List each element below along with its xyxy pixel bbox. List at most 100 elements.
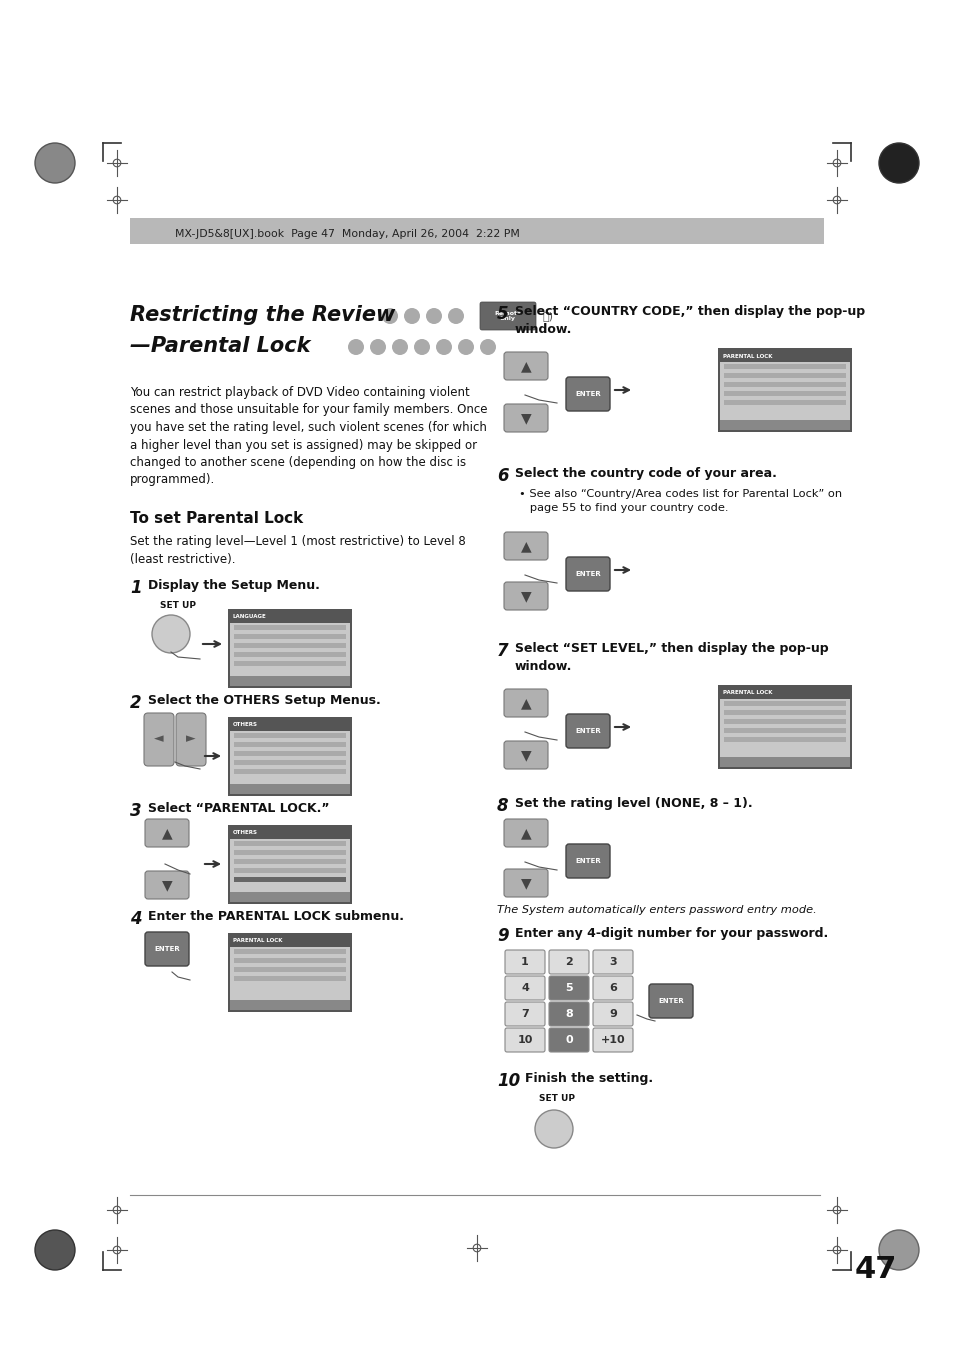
Text: PARENTAL LOCK: PARENTAL LOCK — [722, 354, 772, 358]
Text: ENTER: ENTER — [575, 858, 600, 865]
Text: • See also “Country/Area codes list for Parental Lock” on
   page 55 to find you: • See also “Country/Area codes list for … — [518, 489, 841, 512]
Text: Select the OTHERS Setup Menus.: Select the OTHERS Setup Menus. — [148, 694, 380, 707]
Bar — [230, 827, 350, 839]
FancyBboxPatch shape — [503, 740, 547, 769]
Bar — [720, 420, 849, 430]
Text: PARENTAL LOCK: PARENTAL LOCK — [233, 939, 282, 943]
Text: ▼: ▼ — [520, 589, 531, 603]
Bar — [228, 825, 352, 904]
Text: ▲: ▲ — [161, 825, 172, 840]
Text: Enter the PARENTAL LOCK submenu.: Enter the PARENTAL LOCK submenu. — [148, 911, 403, 923]
FancyBboxPatch shape — [503, 353, 547, 380]
Circle shape — [878, 143, 918, 182]
Bar — [233, 850, 346, 855]
Text: 9: 9 — [608, 1009, 617, 1019]
Bar — [233, 975, 346, 981]
Text: 0: 0 — [564, 1035, 572, 1046]
Bar — [718, 685, 851, 769]
Bar — [723, 382, 845, 386]
Text: Set the rating level—Level 1 (most restrictive) to Level 8
(least restrictive).: Set the rating level—Level 1 (most restr… — [130, 535, 465, 566]
Bar — [230, 611, 350, 686]
Bar — [720, 350, 849, 362]
FancyBboxPatch shape — [503, 869, 547, 897]
FancyBboxPatch shape — [145, 932, 189, 966]
FancyBboxPatch shape — [504, 975, 544, 1000]
Text: ▼: ▼ — [520, 411, 531, 426]
Text: ▼: ▼ — [520, 748, 531, 762]
Text: ▲: ▲ — [520, 359, 531, 373]
Bar — [228, 934, 352, 1012]
Circle shape — [381, 308, 397, 324]
Bar — [233, 653, 346, 657]
Text: 5: 5 — [497, 305, 508, 323]
Bar — [723, 400, 845, 405]
FancyBboxPatch shape — [504, 1028, 544, 1052]
Bar — [718, 349, 851, 432]
FancyBboxPatch shape — [593, 1028, 633, 1052]
Text: 4: 4 — [130, 911, 141, 928]
FancyBboxPatch shape — [503, 689, 547, 717]
Bar — [230, 935, 350, 1011]
Bar — [230, 1000, 350, 1011]
Text: 8: 8 — [497, 797, 508, 815]
Circle shape — [403, 308, 419, 324]
FancyBboxPatch shape — [479, 303, 536, 330]
Bar — [230, 611, 350, 623]
FancyBboxPatch shape — [175, 713, 206, 766]
FancyBboxPatch shape — [548, 1028, 588, 1052]
Text: Finish the setting.: Finish the setting. — [524, 1071, 653, 1085]
Text: OTHERS: OTHERS — [233, 723, 257, 727]
Text: 2: 2 — [130, 694, 141, 712]
Text: 1: 1 — [520, 957, 528, 967]
FancyBboxPatch shape — [504, 1002, 544, 1025]
Bar — [723, 738, 845, 742]
Text: 5: 5 — [564, 984, 572, 993]
Circle shape — [392, 339, 408, 355]
Text: 3: 3 — [609, 957, 617, 967]
Text: ⧖): ⧖) — [542, 311, 554, 322]
Text: Restricting the Review: Restricting the Review — [130, 305, 395, 326]
Bar — [720, 350, 849, 430]
Bar — [230, 784, 350, 794]
FancyBboxPatch shape — [548, 975, 588, 1000]
Circle shape — [479, 339, 496, 355]
Bar — [228, 609, 352, 688]
Text: 9: 9 — [497, 927, 508, 944]
Text: 10: 10 — [517, 1035, 532, 1046]
Circle shape — [448, 308, 463, 324]
Text: 4: 4 — [520, 984, 528, 993]
FancyBboxPatch shape — [503, 582, 547, 611]
FancyBboxPatch shape — [503, 819, 547, 847]
Bar — [233, 643, 346, 648]
Text: ENTER: ENTER — [575, 728, 600, 734]
Bar — [130, 218, 823, 245]
Text: ▲: ▲ — [520, 539, 531, 553]
Text: +10: +10 — [600, 1035, 624, 1046]
Text: ►: ► — [186, 732, 195, 746]
Bar — [233, 742, 346, 747]
Bar — [233, 967, 346, 971]
Bar — [230, 676, 350, 686]
Text: Select “COUNTRY CODE,” then display the pop-up
window.: Select “COUNTRY CODE,” then display the … — [515, 305, 864, 336]
Bar — [723, 711, 845, 715]
FancyBboxPatch shape — [593, 1002, 633, 1025]
Text: ENTER: ENTER — [575, 571, 600, 577]
Text: LANGUAGE: LANGUAGE — [233, 615, 267, 620]
Text: ▼: ▼ — [161, 878, 172, 892]
Text: Set the rating level (NONE, 8 – 1).: Set the rating level (NONE, 8 – 1). — [515, 797, 752, 811]
Bar — [723, 701, 845, 707]
Text: ENTER: ENTER — [575, 390, 600, 397]
Bar — [233, 948, 346, 954]
Bar — [723, 728, 845, 734]
Text: 7: 7 — [497, 642, 508, 661]
Bar — [230, 719, 350, 794]
Text: To set Parental Lock: To set Parental Lock — [130, 511, 303, 526]
Circle shape — [152, 615, 190, 653]
FancyBboxPatch shape — [648, 984, 692, 1019]
FancyBboxPatch shape — [593, 950, 633, 974]
Text: ▲: ▲ — [520, 825, 531, 840]
Text: ENTER: ENTER — [154, 946, 180, 952]
Bar — [723, 363, 845, 369]
Bar — [233, 661, 346, 666]
FancyBboxPatch shape — [593, 975, 633, 1000]
